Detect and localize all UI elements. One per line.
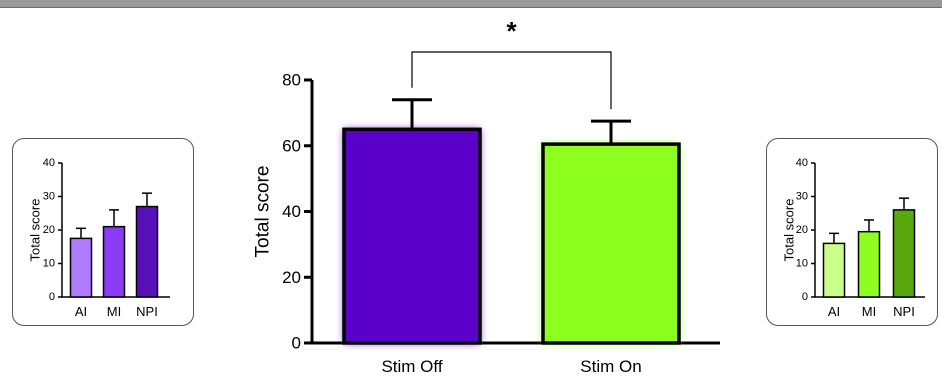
inset-left-chart: 0 10 20 30 40 Total score AI MI NPI: [28, 157, 170, 319]
inset-right-y-axis-label: Total score: [782, 199, 797, 262]
inset-right-y-tick-label: 10: [796, 258, 808, 270]
inset-right-category-label: NPI: [893, 304, 915, 319]
inset-right-bar-ai: [822, 242, 846, 298]
inset-right-category-label: MI: [862, 304, 876, 319]
main-bar-stim-off: [342, 127, 482, 345]
inset-left-y-tick-label: 30: [43, 191, 55, 203]
main-significance-bracket: [411, 51, 612, 110]
main-y-tick-label: 20: [282, 268, 301, 287]
main-category-label: Stim Off: [381, 357, 442, 376]
window-top-bar: [0, 0, 942, 8]
main-y-tick-label: 40: [282, 202, 301, 221]
inset-right-y-tick-label: 0: [802, 291, 808, 303]
inset-left-y-tick-label: 20: [43, 224, 55, 236]
inset-left-bar-mi: [102, 225, 126, 298]
main-chart: 0 20 40 60 80 Total score Stim Off Stim On *: [253, 16, 720, 376]
main-y-tick-label: 0: [292, 334, 301, 353]
inset-right-y-tick-label: 30: [796, 191, 808, 203]
main-bar-stim-on: [541, 142, 681, 345]
main-y-tick-label: 60: [282, 136, 301, 155]
main-category-label: Stim On: [580, 357, 641, 376]
main-significance-marker: *: [506, 16, 517, 46]
inset-right-y-tick-label: 40: [796, 157, 808, 169]
inset-left-bar-npi: [135, 205, 159, 298]
inset-left-bar-ai: [69, 237, 93, 298]
inset-right-y-tick-label: 20: [796, 224, 808, 236]
inset-left-y-axis-label: Total score: [28, 199, 43, 262]
inset-left-category-label: MI: [107, 304, 121, 319]
inset-left-y-tick-label: 0: [49, 291, 55, 303]
main-y-axis-label: Total score: [253, 166, 274, 258]
inset-left-category-label: NPI: [136, 304, 158, 319]
inset-left-y-tick-label: 10: [43, 258, 55, 270]
inset-right-category-label: AI: [828, 304, 840, 319]
inset-right-bar-npi: [892, 209, 916, 298]
main-y-tick-label: 80: [282, 71, 301, 90]
inset-right-chart: 0 10 20 30 40 Total score AI MI NPI: [782, 157, 925, 319]
inset-right-bar-mi: [857, 230, 881, 298]
inset-left-category-label: AI: [75, 304, 87, 319]
inset-left-y-tick-label: 40: [43, 157, 55, 169]
